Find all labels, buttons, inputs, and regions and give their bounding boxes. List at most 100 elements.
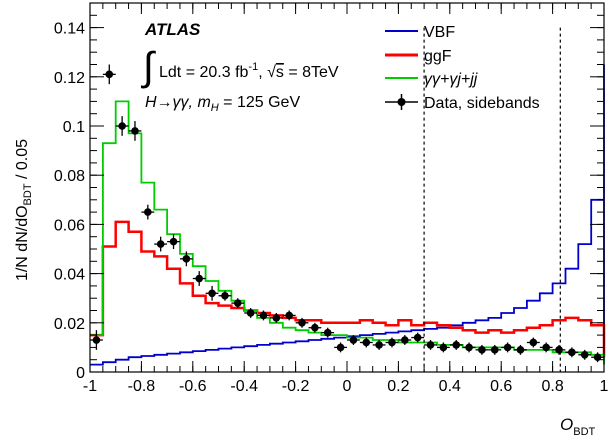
data-point [578,349,592,360]
histogram-background [90,100,605,365]
data-point-marker [144,208,152,216]
data-point-marker [118,122,126,130]
x-tick-label: -0.6 [179,378,207,395]
x-tick-label: 0.6 [490,378,512,395]
process-sub: H [211,102,219,114]
s-symbol: s [276,64,284,81]
data-point [475,344,489,355]
lumi-text: Ldt = 20.3 fb [159,64,249,81]
data-point-marker [580,350,589,359]
data-point-marker [413,333,422,342]
data-point [411,332,425,343]
data-point-marker [323,328,332,337]
data-point [269,312,283,323]
legend-data-marker [397,98,406,106]
data-point [102,64,116,85]
y-tick-label: 0.14 [54,21,85,38]
data-point [282,310,296,321]
data-point-marker [169,237,178,246]
y-tick-label: 0.02 [54,316,85,333]
x-tick-label: -0.4 [230,378,258,395]
x-tick-label: -0.2 [282,378,310,395]
data-point-marker [311,323,319,332]
legend: VBF ggF γγ+γj+jj Data, sidebands [385,24,540,112]
data-point-marker [259,311,268,320]
data-point [218,290,232,301]
data-point-marker [555,346,563,354]
process-tail: = 125 GeV [219,94,301,111]
axes: -1 -0.8 -0.6 -0.4 -0.2 0 0.2 0.4 0.6 0.8 1 0 0.02 0.0… [54,2,609,395]
data-point [347,335,360,345]
data-point [488,344,502,355]
data-point-marker [195,274,204,283]
data-point [231,298,245,309]
data-point-marker [182,255,191,263]
data-point [205,285,219,301]
data-point-marker [298,319,306,327]
data-point-marker [246,309,255,317]
data-point-marker [490,346,499,354]
histogram-ggf [90,220,606,358]
atlas-label: ATLAS [144,20,201,39]
data-point [552,344,566,355]
y-tick-label: 0.04 [54,267,85,284]
data-point [514,344,527,355]
data-point-marker [336,343,345,352]
lumi-label: Ldt = 20.3 fb-1, √s = 8TeV [159,61,339,81]
data-point-marker [272,314,281,322]
data-point-marker [465,343,473,352]
data-point [565,347,579,358]
x-tick-label: -0.8 [128,378,156,395]
y-tick-label: 0.06 [54,217,85,234]
y-tick-label: 0.08 [54,168,85,185]
histogram-vbf [90,64,605,366]
integral-symbol: ∫ [141,45,157,89]
data-point-marker [401,336,409,344]
data-point [308,322,322,333]
y-tick-label: 0.1 [63,119,85,136]
data-point-marker [349,336,358,344]
x-tick-label: 1 [600,378,609,395]
legend-data-label: Data, sidebands [424,95,540,112]
data-point-marker [568,348,576,357]
data-point [501,342,515,353]
data-point [179,251,193,267]
data-point [244,308,258,318]
data-point-marker [105,70,114,79]
data-point [295,317,309,328]
lumi-sup: -1 [248,61,258,73]
data-point [334,342,347,353]
y-tick-label: 0 [76,365,85,382]
data-point-marker [542,343,550,352]
legend-bkg-label: γγ+γj+jj [424,71,478,88]
data-point-marker [478,346,486,354]
data-point [321,327,335,338]
data-point-marker [221,291,229,300]
data-point-marker [156,240,165,248]
data-point [462,342,476,353]
data-point-marker [208,289,216,298]
x-axis-title: OBDT [560,415,596,438]
data-point-marker [529,338,538,347]
data-point-marker [131,127,139,135]
y-tick-label: 0.12 [54,70,85,87]
x-tick-label: 0.2 [387,378,409,395]
data-point-marker [233,299,242,307]
data-point-marker [388,338,396,347]
data-point-marker [593,353,602,362]
data-point [372,340,386,350]
data-point [385,337,399,348]
data-point-marker [92,336,101,344]
data-point [449,340,463,350]
x-tick-label: -1 [83,378,97,395]
data-point [115,116,129,136]
x-tick-label: 0.8 [541,378,563,395]
data-point [436,342,450,353]
y-axis-title: 1/N dN/dOBDT / 0.05 [14,139,34,281]
x-tick-label: 0.4 [439,378,461,395]
data-point-marker [452,341,461,349]
legend-ggf-label: ggF [424,48,452,65]
data-point [257,310,270,321]
data-point [539,342,553,353]
